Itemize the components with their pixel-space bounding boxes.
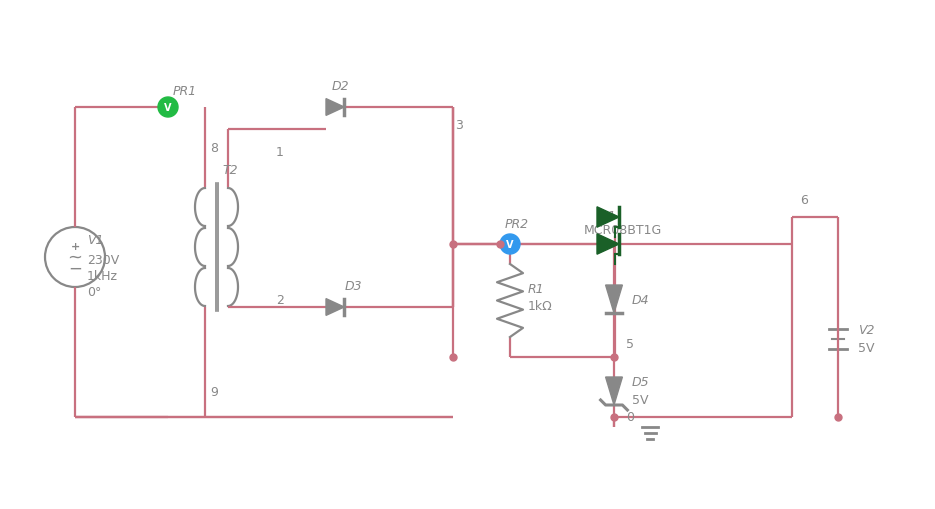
Polygon shape xyxy=(606,377,623,405)
Text: D1: D1 xyxy=(599,210,616,223)
Polygon shape xyxy=(326,299,344,316)
Polygon shape xyxy=(606,286,623,314)
Text: 5V: 5V xyxy=(858,341,874,354)
Text: T2: T2 xyxy=(223,163,238,176)
Text: V1: V1 xyxy=(87,233,104,246)
Text: MCR08BT1G: MCR08BT1G xyxy=(584,223,662,236)
Text: −: − xyxy=(68,260,82,277)
Circle shape xyxy=(158,98,178,118)
Text: 2: 2 xyxy=(276,293,284,306)
Text: D2: D2 xyxy=(331,79,349,92)
Text: R1: R1 xyxy=(528,282,544,295)
Text: V2: V2 xyxy=(858,323,874,336)
Text: 3: 3 xyxy=(455,118,463,131)
Text: +: + xyxy=(70,242,79,251)
Circle shape xyxy=(500,235,520,254)
Text: 5V: 5V xyxy=(632,393,649,406)
Text: 1kΩ: 1kΩ xyxy=(528,299,553,313)
Polygon shape xyxy=(597,207,619,228)
Text: 0°: 0° xyxy=(87,285,101,298)
Text: 0: 0 xyxy=(626,411,634,423)
Text: PR2: PR2 xyxy=(505,218,529,231)
Text: 6: 6 xyxy=(800,193,808,206)
Text: 1kHz: 1kHz xyxy=(87,269,118,282)
Text: V: V xyxy=(506,240,513,249)
Text: 8: 8 xyxy=(210,141,218,154)
Text: PR1: PR1 xyxy=(173,84,197,97)
Text: 1: 1 xyxy=(276,145,284,158)
Text: 9: 9 xyxy=(210,385,218,398)
Text: D4: D4 xyxy=(632,293,650,306)
Text: 5: 5 xyxy=(626,337,634,350)
Polygon shape xyxy=(326,99,344,116)
Text: D3: D3 xyxy=(345,279,363,292)
Text: 230V: 230V xyxy=(87,253,120,266)
Text: V: V xyxy=(165,103,172,113)
Polygon shape xyxy=(597,234,619,254)
Text: D5: D5 xyxy=(632,375,650,388)
Text: ~: ~ xyxy=(67,248,82,267)
